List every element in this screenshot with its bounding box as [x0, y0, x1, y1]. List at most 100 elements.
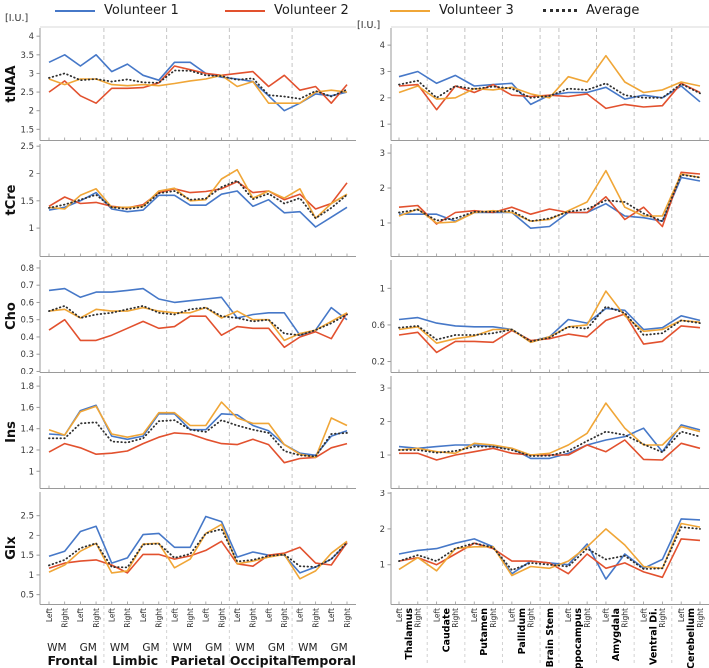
side-tick-label: Left [564, 608, 573, 622]
chart-cho-left: 0.2 0.3 0.4 0.5 0.6 0.7 0.8 [0, 258, 356, 374]
region-group-label: Occipital [230, 653, 292, 668]
series-average [48, 179, 348, 220]
series-average [398, 173, 701, 223]
region-label: Thalamus [404, 608, 415, 660]
series-average [48, 528, 348, 569]
chart-svg-tcre-left: 1 1.5 2 2.5 [20, 142, 356, 257]
side-tick-label: Right [583, 608, 592, 628]
chart-svg-cho-right: 0.2 0.6 1 [371, 260, 709, 373]
y-tick-label: 2 [380, 94, 385, 104]
y-tick-label: 0.2 [371, 358, 385, 368]
side-tick-label: Left [602, 608, 611, 622]
series-average [48, 419, 348, 458]
side-tick-label: Right [92, 608, 101, 628]
y-tick-label: 0.6 [20, 298, 34, 308]
series-volunteer-2 [48, 180, 348, 210]
series-average [398, 430, 701, 457]
series-volunteer-3 [398, 54, 701, 100]
tissue-label: GM [331, 642, 348, 654]
region-label: Cerebellum [686, 608, 697, 668]
series-volunteer-1 [48, 190, 348, 228]
series-average [398, 305, 701, 343]
side-tick-label: Right [343, 608, 352, 628]
side-tick-label: Left [76, 608, 85, 622]
side-tick-label: Right [186, 608, 195, 628]
legend-item-average: Average [543, 3, 639, 18]
side-tick-label: Right [60, 608, 69, 628]
series-volunteer-3 [398, 169, 701, 224]
y-tick-label: 2 [29, 107, 34, 117]
side-tick-label: Right [621, 608, 630, 628]
y-tick-label: 2 [380, 418, 385, 428]
chart-glx-left: 0.5 1 1.5 2 2.5 [0, 490, 356, 606]
tissue-label: WM [298, 642, 317, 654]
y-tick-label: 1.5 [20, 125, 34, 135]
series-volunteer-3 [398, 522, 701, 577]
legend-label: Volunteer 2 [274, 3, 349, 18]
region-label: Amygdala [611, 608, 622, 661]
chart-tnaa-left: 1.5 2 2.5 3 3.5 4 [0, 26, 356, 142]
y-tick-label: 3 [380, 67, 385, 77]
series-volunteer-3 [398, 290, 701, 344]
tissue-label: GM [80, 642, 97, 654]
y-tick-label: 0.3 [20, 350, 34, 360]
side-tick-label: Right [155, 608, 164, 628]
chart-glx-right: 1 2 3 [355, 490, 709, 606]
series-volunteer-2 [48, 312, 348, 349]
side-tick-label: Right [311, 608, 320, 628]
region-group-label: Temporal [291, 653, 356, 668]
side-tick-label: Right [451, 608, 460, 628]
y-tick-label: 2 [29, 531, 34, 541]
region-label: Caudate [442, 608, 453, 652]
side-tick-label: Right [489, 608, 498, 628]
y-tick-label: 1.6 [20, 403, 34, 413]
side-tick-label: Left [45, 608, 54, 622]
chart-ins-right: 1 2 3 [355, 374, 709, 490]
y-tick-label: 0.5 [20, 316, 34, 326]
y-tick-label: 1 [29, 467, 34, 477]
y-tick-label: 0.4 [20, 333, 34, 343]
x-labels-left-svg: Left Right Left Right Left Right Left Right Left… [45, 606, 356, 668]
tissue-label: WM [47, 642, 66, 654]
legend-line-swatch [390, 9, 430, 12]
y-tick-label: 0.7 [20, 281, 34, 291]
side-tick-label: Right [249, 608, 258, 628]
region-label: Putamen [479, 608, 490, 656]
region-group-label: Limbic [112, 653, 158, 668]
tissue-label: WM [173, 642, 192, 654]
series-volunteer-1 [398, 518, 701, 580]
region-label: Hippocampus [573, 608, 584, 668]
chart-svg-ins-right: 1 2 3 [380, 376, 709, 489]
y-tick-label: 2 [380, 184, 385, 194]
series-volunteer-2 [48, 432, 348, 464]
series-volunteer-1 [48, 287, 348, 336]
y-tick-label: 1.2 [20, 446, 34, 456]
region-label: Brain Stem [545, 608, 556, 667]
y-tick-label: 1 [380, 120, 385, 130]
chart-ins-left: 1 1.2 1.4 1.6 1.8 [0, 374, 356, 490]
chart-svg-tnaa-left: 1.5 2 2.5 3 3.5 4 [20, 26, 356, 141]
series-volunteer-2 [398, 538, 701, 579]
chart-svg-glx-right: 1 2 3 [380, 490, 709, 605]
legend-item-volunteer-3: Volunteer 3 [390, 3, 514, 18]
side-tick-label: Right [526, 608, 535, 628]
chart-svg-ins-left: 1 1.2 1.4 1.6 1.8 [20, 376, 356, 489]
legend-item-volunteer-2: Volunteer 2 [225, 3, 349, 18]
series-volunteer-1 [398, 424, 701, 460]
region-group-label: Frontal [47, 653, 97, 668]
series-volunteer-2 [48, 540, 348, 574]
x-axis-labels-right: Left Right Thalamus Left Right Caudate Left Rig… [355, 606, 709, 668]
series-volunteer-3 [398, 402, 701, 456]
y-tick-label: 2.5 [20, 142, 34, 152]
y-tick-label: 1 [380, 284, 385, 294]
chart-tcre-left: 1 1.5 2 2.5 [0, 142, 356, 258]
tissue-label: GM [268, 642, 285, 654]
unit-label-left: [I.U.] [5, 13, 29, 24]
y-tick-label: 3 [380, 384, 385, 394]
y-tick-label: 1 [29, 571, 34, 581]
series-average [398, 79, 701, 99]
y-tick-label: 3.5 [20, 51, 34, 61]
series-volunteer-2 [398, 313, 701, 354]
side-tick-label: Left [233, 608, 242, 622]
